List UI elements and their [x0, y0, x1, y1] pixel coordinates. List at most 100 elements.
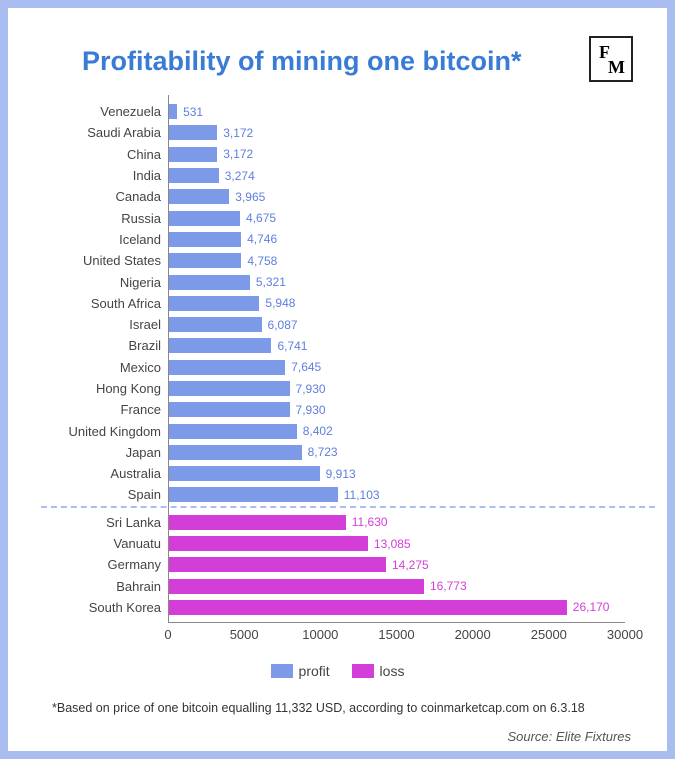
y-axis-label: United States — [83, 253, 169, 268]
bar-value-label: 8,402 — [303, 424, 333, 438]
chart-title: Profitability of mining one bitcoin* — [82, 46, 635, 77]
x-tick-label: 20000 — [455, 627, 491, 642]
bar — [169, 317, 262, 332]
bar — [169, 338, 271, 353]
bar — [169, 600, 567, 615]
source-credit: Source: Elite Fixtures — [40, 729, 635, 744]
footnote: *Based on price of one bitcoin equalling… — [52, 701, 635, 715]
table-row: Australia9,913 — [169, 463, 625, 484]
x-tick-label: 10000 — [302, 627, 338, 642]
bar — [169, 275, 250, 290]
y-axis-label: United Kingdom — [69, 424, 170, 439]
y-axis-label: China — [127, 147, 169, 162]
y-axis-label: Mexico — [120, 360, 169, 375]
table-row: Israel6,087 — [169, 314, 625, 335]
chart-frame: F M Profitability of mining one bitcoin*… — [0, 0, 675, 759]
bar-value-label: 14,275 — [392, 558, 429, 572]
table-row: India3,274 — [169, 165, 625, 186]
y-axis-label: South Korea — [89, 600, 169, 615]
y-axis-label: Sri Lanka — [106, 515, 169, 530]
bar-value-label: 16,773 — [430, 579, 467, 593]
bar-value-label: 3,172 — [223, 126, 253, 140]
bar-value-label: 4,675 — [246, 211, 276, 225]
bar — [169, 487, 338, 502]
y-axis-label: South Africa — [91, 296, 169, 311]
table-row: Germany14,275 — [169, 554, 625, 575]
bar — [169, 211, 240, 226]
x-axis: 050001000015000200002500030000 — [168, 627, 625, 649]
bar-value-label: 3,172 — [223, 147, 253, 161]
bar — [169, 189, 229, 204]
y-axis-label: Russia — [121, 211, 169, 226]
bar-value-label: 5,948 — [265, 296, 295, 310]
chart-area: Venezuela531Saudi Arabia3,172China3,172I… — [40, 95, 635, 649]
table-row: Sri Lanka11,630 — [169, 512, 625, 533]
bar-value-label: 4,746 — [247, 232, 277, 246]
table-row: Saudi Arabia3,172 — [169, 122, 625, 143]
bar-value-label: 6,087 — [268, 318, 298, 332]
legend-swatch-profit — [271, 664, 293, 678]
bar-container: Venezuela531Saudi Arabia3,172China3,172I… — [169, 101, 625, 622]
y-axis-label: Australia — [110, 466, 169, 481]
bar — [169, 253, 241, 268]
y-axis-label: Israel — [129, 317, 169, 332]
plot: Venezuela531Saudi Arabia3,172China3,172I… — [168, 95, 625, 623]
profit-loss-divider — [41, 506, 655, 508]
y-axis-label: Nigeria — [120, 275, 169, 290]
bar — [169, 515, 346, 530]
table-row: South Korea26,170 — [169, 597, 625, 618]
bar — [169, 579, 424, 594]
y-axis-label: Canada — [115, 189, 169, 204]
y-axis-label: Iceland — [119, 232, 169, 247]
bar-value-label: 13,085 — [374, 537, 411, 551]
table-row: Mexico7,645 — [169, 357, 625, 378]
bar-value-label: 3,965 — [235, 190, 265, 204]
fm-logo: F M — [589, 36, 633, 82]
y-axis-label: Germany — [108, 557, 169, 572]
table-row: Bahrain16,773 — [169, 576, 625, 597]
y-axis-label: Saudi Arabia — [87, 125, 169, 140]
y-axis-label: India — [133, 168, 169, 183]
y-axis-label: Vanuatu — [114, 536, 169, 551]
bar-value-label: 4,758 — [247, 254, 277, 268]
bar-value-label: 531 — [183, 105, 203, 119]
table-row: Canada3,965 — [169, 186, 625, 207]
logo-letter-m: M — [608, 58, 625, 76]
bar-value-label: 8,723 — [308, 445, 338, 459]
y-axis-label: Japan — [126, 445, 169, 460]
table-row: Brazil6,741 — [169, 335, 625, 356]
bar-value-label: 26,170 — [573, 600, 610, 614]
bar-value-label: 11,103 — [344, 488, 380, 502]
table-row: France7,930 — [169, 399, 625, 420]
y-axis-label: Spain — [128, 487, 169, 502]
bar — [169, 296, 259, 311]
bar — [169, 168, 219, 183]
bar-value-label: 3,274 — [225, 169, 255, 183]
bar — [169, 232, 241, 247]
bar — [169, 125, 217, 140]
table-row: Venezuela531 — [169, 101, 625, 122]
legend-label-loss: loss — [380, 663, 405, 679]
table-row: South Africa5,948 — [169, 293, 625, 314]
bar — [169, 360, 285, 375]
bar-value-label: 5,321 — [256, 275, 286, 289]
bar-value-label: 11,630 — [352, 515, 388, 529]
x-tick-label: 5000 — [230, 627, 259, 642]
bar-value-label: 7,645 — [291, 360, 321, 374]
table-row: China3,172 — [169, 144, 625, 165]
legend-swatch-loss — [352, 664, 374, 678]
table-row: Russia4,675 — [169, 207, 625, 228]
table-row: Spain11,103 — [169, 484, 625, 505]
x-tick-label: 25000 — [531, 627, 567, 642]
bar-value-label: 7,930 — [296, 403, 326, 417]
bar — [169, 424, 297, 439]
bar — [169, 147, 217, 162]
bar — [169, 536, 368, 551]
y-axis-label: Venezuela — [100, 104, 169, 119]
table-row: United States4,758 — [169, 250, 625, 271]
bar — [169, 445, 302, 460]
y-axis-label: Bahrain — [116, 579, 169, 594]
bar — [169, 381, 290, 396]
bar — [169, 466, 320, 481]
y-axis-label: France — [121, 402, 169, 417]
